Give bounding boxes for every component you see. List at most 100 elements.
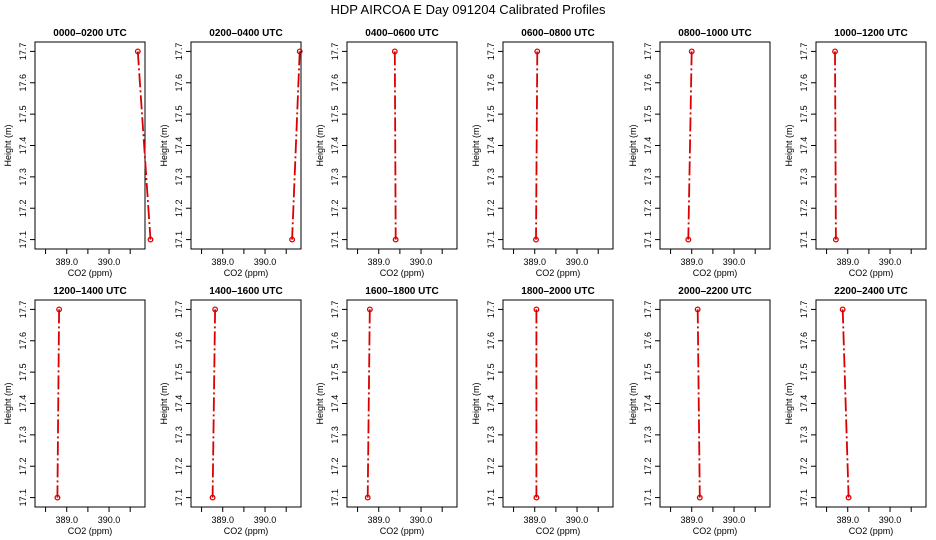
y-tick-label: 17.6 [174,74,184,92]
y-tick-label: 17.6 [174,332,184,350]
y-tick-label: 17.6 [18,74,28,92]
y-tick-label: 17.2 [486,199,496,217]
y-tick-label: 17.5 [486,105,496,123]
y-axis-label: Height (m) [628,382,638,424]
y-tick-label: 17.7 [486,301,496,319]
y-tick-label: 17.3 [18,168,28,186]
x-axis-label: CO2 (ppm) [536,268,581,278]
y-tick-label: 17.5 [330,105,340,123]
y-tick-label: 17.1 [799,489,809,507]
y-tick-label: 17.2 [799,457,809,475]
y-tick-label: 17.5 [643,105,653,123]
data-point [364,494,371,501]
x-tick-label: 390.0 [566,257,589,267]
plot-frame [34,41,146,250]
plot-frame [815,299,927,508]
x-tick-label: 389.0 [211,515,234,525]
y-tick-label: 17.6 [799,74,809,92]
data-point [845,494,852,501]
plot-frame [659,41,771,250]
plot-frame [502,41,614,250]
data-point [534,48,541,55]
panel-title: 1400–1600 UTC [209,286,282,297]
panel-4: 0800–1000 UTC 17.1 17.2 17.3 17.4 17.5 17.6 17.… [628,28,771,278]
y-tick-label: 17.2 [643,199,653,217]
panel-1: 0200–0400 UTC 17.1 17.2 17.3 17.4 17.5 17.6 17.… [159,28,303,278]
profile-line [393,51,397,240]
x-tick-label: 390.0 [879,515,902,525]
y-tick-label: 17.7 [330,43,340,61]
y-tick-label: 17.2 [174,199,184,217]
data-point [209,494,216,501]
y-tick-label: 17.4 [486,395,496,413]
x-tick-label: 389.0 [836,515,859,525]
data-point [391,48,398,55]
y-axis-label: Height (m) [784,382,794,424]
plot-frame [815,41,927,250]
y-tick-label: 17.7 [799,301,809,319]
panel-title: 0200–0400 UTC [209,28,282,39]
panel-title: 0800–1000 UTC [678,28,751,39]
panel-5: 1000–1200 UTC 17.1 17.2 17.3 17.4 17.5 17.6 17.… [784,28,927,278]
x-tick-label: 389.0 [680,257,703,267]
x-tick-label: 390.0 [254,257,277,267]
data-point [832,236,839,243]
x-tick-label: 390.0 [566,515,589,525]
y-axis-label: Height (m) [784,124,794,166]
y-axis-label: Height (m) [159,124,169,166]
x-tick-label: 389.0 [680,515,703,525]
y-tick-label: 17.7 [799,43,809,61]
panel-title: 1200–1400 UTC [53,286,126,297]
plot-frame [502,299,614,508]
plot-frame [190,41,302,250]
y-tick-label: 17.5 [174,105,184,123]
y-tick-label: 17.3 [799,168,809,186]
y-tick-label: 17.2 [174,457,184,475]
y-tick-label: 17.7 [18,301,28,319]
x-axis-label: CO2 (ppm) [849,268,894,278]
y-tick-label: 17.1 [799,231,809,249]
plot-frame [34,299,146,508]
data-point [533,494,540,501]
data-point [685,236,692,243]
x-axis-label: CO2 (ppm) [693,526,738,536]
y-tick-label: 17.5 [643,363,653,381]
y-axis-label: Height (m) [628,124,638,166]
panel-3: 0600–0800 UTC 17.1 17.2 17.3 17.4 17.5 17.6 17.… [471,28,614,278]
x-tick-label: 390.0 [723,515,746,525]
data-point [694,306,701,313]
data-point [696,494,703,501]
profile-line [841,309,850,498]
y-tick-label: 17.4 [330,395,340,413]
data-point [839,306,846,313]
y-axis-label: Height (m) [3,382,13,424]
y-tick-label: 17.3 [643,426,653,444]
y-tick-label: 17.6 [486,74,496,92]
y-tick-label: 17.2 [643,457,653,475]
y-tick-label: 17.6 [643,74,653,92]
y-tick-label: 17.5 [18,363,28,381]
panel-9: 1800–2000 UTC 17.1 17.2 17.3 17.4 17.5 17.6 17.… [471,286,614,536]
y-tick-label: 17.2 [330,457,340,475]
x-axis-label: CO2 (ppm) [380,268,425,278]
x-tick-label: 389.0 [211,257,234,267]
profile-line [56,309,60,498]
y-tick-label: 17.2 [330,199,340,217]
y-axis-label: Height (m) [471,382,481,424]
y-tick-label: 17.4 [486,137,496,155]
x-tick-label: 389.0 [523,515,546,525]
x-tick-label: 390.0 [254,515,277,525]
data-point [832,48,838,55]
y-tick-label: 17.4 [799,395,809,413]
y-tick-label: 17.5 [174,363,184,381]
y-tick-label: 17.4 [330,137,340,155]
y-tick-label: 17.3 [18,426,28,444]
y-tick-label: 17.4 [799,137,809,155]
panel-0: 0000–0200 UTC 17.1 17.2 17.3 17.4 17.5 17.6 17.… [3,28,154,278]
data-point [212,306,219,313]
x-tick-label: 389.0 [836,257,859,267]
y-tick-label: 17.1 [18,489,28,507]
x-tick-label: 389.0 [55,257,78,267]
y-tick-label: 17.7 [174,43,184,61]
profile-line [535,51,539,240]
